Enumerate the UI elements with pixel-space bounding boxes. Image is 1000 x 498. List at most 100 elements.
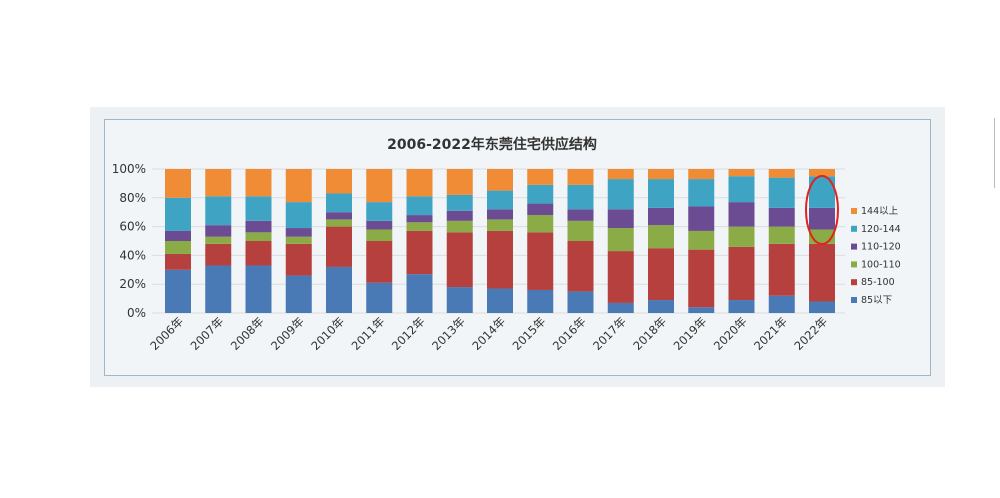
bar-segment — [527, 232, 554, 290]
x-tick-label: 2008年 — [228, 314, 267, 353]
bar-segment — [728, 226, 755, 247]
bar-segment — [245, 196, 272, 221]
bar-segment — [446, 169, 473, 195]
bar-segment — [728, 169, 755, 177]
bar-segment — [326, 212, 352, 220]
bar-segment — [326, 266, 352, 313]
bar-segment — [607, 179, 634, 210]
legend-label: 85以下 — [861, 295, 892, 306]
x-tick-label: 2014年 — [469, 314, 508, 353]
legend-swatch — [851, 243, 857, 250]
y-tick-label: 20% — [119, 277, 146, 291]
bar-segment — [527, 215, 554, 233]
bar-segment — [205, 225, 232, 237]
bar-segment — [487, 190, 513, 210]
bar-segment — [446, 232, 473, 288]
bar-segment — [205, 265, 232, 313]
bar-segment — [688, 230, 715, 250]
bar-segment — [366, 169, 393, 203]
bar-segment — [567, 184, 594, 210]
bar-segment — [366, 229, 393, 241]
bar-segment — [487, 230, 513, 289]
y-tick-label: 80% — [119, 191, 146, 205]
y-tick-label: 100% — [112, 162, 146, 176]
bar-segment — [285, 275, 312, 313]
bar-segment — [648, 300, 674, 313]
x-tick-label: 2019年 — [671, 314, 710, 353]
bar-segment — [688, 179, 715, 207]
highlight-circle — [805, 175, 839, 245]
legend-label: 85-100 — [861, 277, 895, 288]
bar-segment — [285, 228, 312, 237]
bar-segment — [487, 209, 513, 220]
bar-segment — [205, 169, 232, 197]
bar-segment — [366, 282, 393, 313]
bar-segment — [406, 169, 433, 197]
bar-segment — [205, 236, 232, 244]
bar-segment — [728, 300, 755, 313]
bar-segment — [406, 274, 433, 313]
bar-segment — [648, 179, 674, 208]
legend-swatch — [851, 261, 857, 268]
legend-swatch — [851, 297, 857, 303]
x-axis: 2006年 2007年 2008年 2009年 2010年 2011年 2012年 2013年… — [147, 314, 830, 353]
y-tick-label: 0% — [127, 306, 146, 320]
bar-segment — [245, 241, 272, 266]
bar-segment — [607, 251, 634, 303]
bar-segment — [165, 197, 191, 231]
bar-segment — [326, 219, 352, 227]
bar-segment — [809, 169, 835, 177]
x-tick-label: 2015年 — [510, 314, 549, 353]
window-edge — [994, 118, 995, 188]
bar-segment — [688, 249, 715, 308]
bar-segment — [487, 219, 513, 231]
x-tick-label: 2010年 — [308, 314, 347, 353]
x-tick-label: 2012年 — [389, 314, 428, 353]
bar-segment — [527, 203, 554, 216]
y-axis: 0% 20% 40% 60% 80% 100% — [112, 162, 146, 320]
legend-label: 100-110 — [861, 259, 901, 270]
bar-segment — [366, 241, 393, 283]
bar-segment — [446, 210, 473, 221]
bar-segment — [326, 193, 352, 213]
x-tick-label: 2022年 — [791, 314, 830, 353]
bar-segment — [567, 209, 594, 221]
bar-segment — [768, 207, 795, 227]
bar-segment — [245, 220, 272, 233]
legend: 144以上 120-144 110-120 100-110 85-100 85以下 — [851, 206, 901, 306]
bar-segment — [648, 169, 674, 180]
bar-segment — [406, 196, 433, 216]
bar-segment — [285, 243, 312, 276]
bar-segment — [607, 302, 634, 313]
bar-segment — [688, 169, 715, 180]
bar-segment — [245, 265, 272, 313]
x-tick-label: 2006年 — [147, 314, 186, 353]
bar-segment — [165, 241, 191, 254]
bar-segment — [648, 225, 674, 249]
x-tick-label: 2017年 — [590, 314, 629, 353]
bar-segment — [165, 169, 191, 198]
x-tick-label: 2011年 — [349, 314, 388, 353]
bar-segment — [446, 287, 473, 313]
bar-segment — [809, 301, 835, 313]
bar-segment — [768, 169, 795, 178]
bar-segment — [527, 184, 554, 204]
bar-segment — [567, 241, 594, 292]
x-tick-label: 2021年 — [751, 314, 790, 353]
bar-segment — [728, 246, 755, 301]
bar-segment — [285, 169, 312, 203]
bar-segment — [487, 288, 513, 313]
bar-segment — [406, 215, 433, 223]
bar-segment — [326, 226, 352, 267]
bar-segment — [406, 222, 433, 231]
bar-segment — [768, 226, 795, 244]
bar-segment — [607, 228, 634, 252]
x-tick-label: 2018年 — [630, 314, 669, 353]
bar-segment — [245, 232, 272, 241]
x-tick-label: 2020年 — [711, 314, 750, 353]
bar-segment — [165, 253, 191, 270]
bar-segment — [446, 220, 473, 233]
bar-segment — [366, 220, 393, 230]
bar-segment — [648, 248, 674, 301]
bar-segment — [205, 196, 232, 226]
